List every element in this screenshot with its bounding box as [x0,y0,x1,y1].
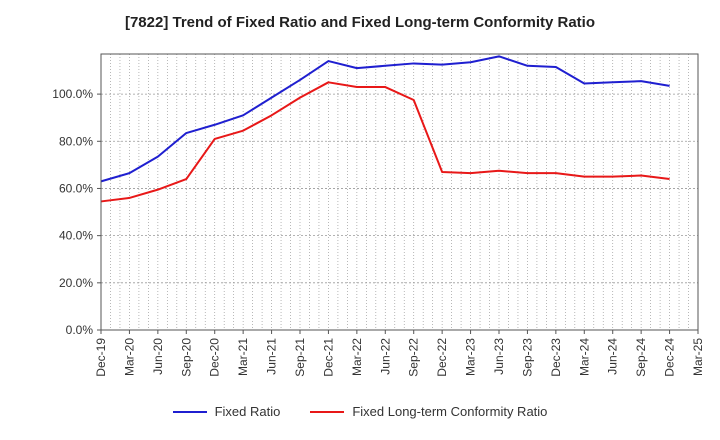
plot-area [101,54,698,330]
x-tick-label: Jun-23 [492,338,506,375]
legend-swatch-fixed-long-term-conformity-ratio [310,410,345,413]
x-tick-label: Jun-21 [265,338,279,375]
y-tick-label: 80.0% [59,134,93,148]
legend-item-fixed-ratio: Fixed Ratio [172,404,281,419]
x-tick-labels: Dec-19 Mar-20 Jun-20 Sep-20 Dec-20 Mar-21 Jun-… [94,338,705,377]
x-tick-label: Sep-22 [407,338,421,377]
x-tick-label: Dec-20 [208,338,222,377]
x-tick-label: Mar-22 [350,338,364,376]
x-tick-label: Sep-24 [634,338,648,377]
x-tick-label: Mar-23 [464,338,478,376]
y-tick-label: 100.0% [52,87,93,101]
x-tick-label: Dec-22 [435,338,449,377]
x-tick-label: Mar-25 [691,338,705,376]
legend-swatch-fixed-ratio [172,410,207,413]
y-tick-labels: 0.0% 20.0% 40.0% 60.0% 80.0% 100.0% [52,87,93,337]
x-tick-label: Dec-19 [94,338,108,377]
legend-item-fixed-long-term-conformity-ratio: Fixed Long-term Conformity Ratio [310,404,547,419]
legend-label-fixed-ratio: Fixed Ratio [214,404,281,419]
x-tick-label: Dec-23 [549,338,563,377]
x-tick-label: Mar-24 [577,338,591,376]
series-line-fixed-long-term-conformity-ratio [100,81,670,203]
y-tick-label: 60.0% [59,181,93,195]
plot-frame [100,53,699,331]
grid-lines [101,54,698,330]
x-tick-label: Jun-22 [378,338,392,375]
chart-title: [7822] Trend of Fixed Ratio and Fixed Lo… [124,14,596,31]
series-lines [100,55,670,203]
y-tick-label: 20.0% [59,276,93,290]
y-tick-label: 40.0% [59,229,93,243]
y-tick-label: 0.0% [66,323,94,337]
x-tick-label: Mar-20 [122,338,136,376]
series-line-fixed-ratio [100,55,670,183]
x-tick-label: Dec-21 [321,338,335,377]
axes [97,53,699,334]
x-tick-label: Sep-23 [520,338,534,377]
x-tick-label: Jun-20 [151,338,165,375]
x-tick-label: Jun-24 [606,338,620,375]
x-tick-label: Sep-21 [293,338,307,377]
legend-label-fixed-long-term-conformity-ratio: Fixed Long-term Conformity Ratio [352,404,548,419]
x-tick-label: Mar-21 [236,338,250,376]
x-tick-label: Dec-24 [663,338,677,377]
legend: Fixed Ratio Fixed Long-term Conformity R… [0,404,720,419]
x-tick-label: Sep-20 [179,338,193,377]
